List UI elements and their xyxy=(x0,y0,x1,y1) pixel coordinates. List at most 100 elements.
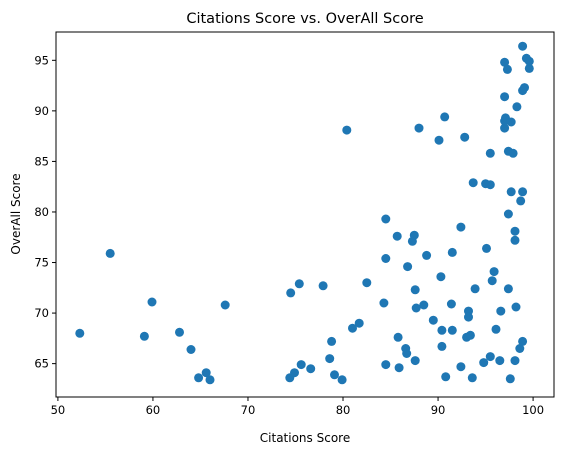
data-point xyxy=(489,267,499,277)
data-point xyxy=(510,235,520,245)
data-point xyxy=(436,272,446,282)
y-axis-label: OverAll Score xyxy=(9,173,23,254)
data-point xyxy=(402,349,412,358)
data-point xyxy=(479,358,489,368)
data-point xyxy=(520,83,529,93)
data-point xyxy=(428,315,438,325)
data-point xyxy=(456,222,466,232)
data-point xyxy=(518,41,528,51)
x-tick-label: 50 xyxy=(51,403,66,417)
points-layer xyxy=(75,41,534,385)
data-point xyxy=(422,250,432,260)
data-point xyxy=(496,306,506,316)
data-point xyxy=(500,57,510,67)
y-tick-label: 80 xyxy=(34,205,49,219)
data-point xyxy=(485,180,495,190)
data-point xyxy=(330,370,339,380)
data-point xyxy=(503,284,513,294)
x-tick-label: 90 xyxy=(431,403,446,417)
data-point xyxy=(419,300,429,310)
data-point xyxy=(327,336,337,346)
data-point xyxy=(482,243,491,253)
data-point xyxy=(437,341,447,351)
data-point xyxy=(502,64,512,74)
data-point xyxy=(381,360,391,370)
data-point xyxy=(286,288,296,298)
data-point xyxy=(290,368,299,378)
data-point xyxy=(410,285,420,295)
data-point xyxy=(201,368,211,378)
data-point xyxy=(468,178,478,188)
data-point xyxy=(491,324,501,334)
y-tick-label: 95 xyxy=(34,53,49,67)
data-point xyxy=(515,344,525,353)
data-point xyxy=(447,325,457,335)
data-point xyxy=(175,327,184,337)
data-point xyxy=(503,209,513,219)
data-point xyxy=(508,148,518,158)
data-point xyxy=(518,187,528,197)
data-point xyxy=(516,196,526,206)
data-point xyxy=(506,117,516,127)
plot-frame xyxy=(55,31,555,398)
data-point xyxy=(437,325,447,335)
data-point xyxy=(460,132,470,142)
data-point xyxy=(487,276,497,286)
data-point xyxy=(414,123,424,133)
x-tick-label: 60 xyxy=(146,403,161,417)
data-point xyxy=(485,148,495,158)
data-point xyxy=(381,214,391,224)
data-point xyxy=(348,323,357,333)
data-point xyxy=(511,302,521,312)
data-point xyxy=(518,336,528,346)
data-point xyxy=(186,345,196,354)
data-point xyxy=(354,318,364,328)
data-point xyxy=(411,303,421,313)
data-point xyxy=(379,298,389,308)
data-point xyxy=(139,331,149,341)
data-point xyxy=(403,262,413,272)
data-point xyxy=(318,281,328,291)
data-point xyxy=(465,330,475,340)
data-point xyxy=(410,356,420,366)
data-point xyxy=(456,362,466,372)
y-tick-label: 75 xyxy=(34,256,49,270)
data-point xyxy=(147,297,157,307)
x-tick-label: 80 xyxy=(336,403,351,417)
data-point xyxy=(392,231,402,241)
data-point xyxy=(306,364,316,374)
data-point xyxy=(409,230,419,240)
x-axis-label: Citations Score xyxy=(260,431,350,445)
data-point xyxy=(296,360,306,370)
y-tick-label: 65 xyxy=(34,357,49,371)
data-point xyxy=(434,135,444,145)
chart-title: Citations Score vs. OverAll Score xyxy=(186,11,423,27)
data-point xyxy=(393,332,403,342)
data-point xyxy=(500,123,510,133)
data-point xyxy=(485,352,495,362)
data-point xyxy=(524,63,534,73)
x-tick-label: 70 xyxy=(241,403,256,417)
data-point xyxy=(510,356,520,366)
y-axis-ticks: 65 70 75 80 85 90 95 xyxy=(34,53,56,371)
data-point xyxy=(510,226,520,236)
data-point xyxy=(105,248,115,258)
x-axis-ticks: 50 60 70 80 90 100 xyxy=(51,397,544,417)
data-point xyxy=(194,373,204,383)
data-point xyxy=(506,187,516,197)
data-point xyxy=(394,363,404,373)
data-point xyxy=(447,247,457,257)
y-tick-label: 70 xyxy=(34,306,49,320)
data-point xyxy=(441,372,451,382)
plot-area xyxy=(56,32,554,397)
y-tick-label: 90 xyxy=(34,104,49,118)
data-point xyxy=(325,354,335,364)
data-point xyxy=(337,375,347,385)
data-point xyxy=(220,300,230,310)
data-point xyxy=(495,356,505,366)
data-point xyxy=(464,312,473,322)
data-point xyxy=(75,328,85,338)
data-point xyxy=(512,102,522,112)
